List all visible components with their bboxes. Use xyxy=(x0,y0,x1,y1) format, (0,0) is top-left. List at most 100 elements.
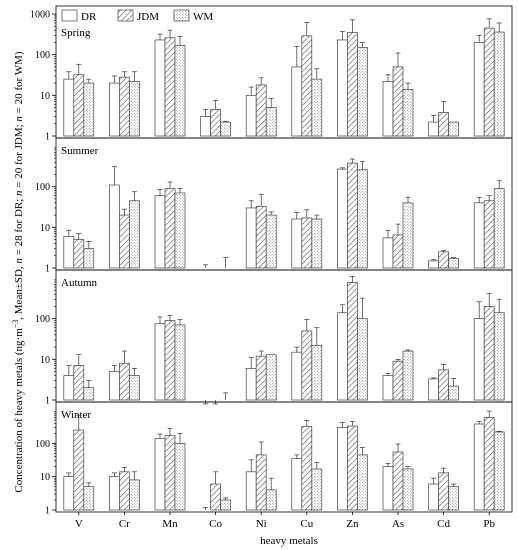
y-tick-label: 100 xyxy=(35,314,50,325)
bar-jdm-cr xyxy=(119,214,130,269)
season-label: Autumn xyxy=(61,277,98,289)
x-tick-label-ni: Ni xyxy=(256,518,267,530)
bar-jdm-zn xyxy=(347,282,358,401)
bar-wm-as xyxy=(402,468,414,511)
bar-dr-mn xyxy=(154,438,166,511)
bar-jdm-mn xyxy=(164,37,176,137)
x-axis-title: heavy metals xyxy=(260,535,318,547)
y-tick-label: 10 xyxy=(40,223,50,234)
bar-dr-zn xyxy=(337,168,348,269)
panel-summer: 1 10 100 Summer xyxy=(35,137,513,275)
bar-wm-mn xyxy=(174,324,186,401)
bar-dr-cr xyxy=(109,82,120,137)
bar-dr-cu xyxy=(291,458,303,511)
bar-jdm-cu xyxy=(301,330,313,401)
season-label: Summer xyxy=(61,145,99,157)
bar-dr-cu xyxy=(291,351,303,401)
bar-wm-cr xyxy=(129,81,140,137)
bar-dr-ni xyxy=(245,207,257,269)
bar-jdm-zn xyxy=(347,32,358,137)
bar-wm-ni xyxy=(265,354,277,401)
bar-dr-cr xyxy=(109,371,120,401)
y-tick-label: 10 xyxy=(40,472,50,483)
bar-wm-pb xyxy=(493,431,505,511)
bar-wm-ni xyxy=(265,489,277,511)
bar-jdm-mn xyxy=(164,320,176,401)
bar-jdm-ni xyxy=(255,205,267,269)
bar-wm-cu xyxy=(311,218,323,269)
y-tick-label: 100 xyxy=(35,50,50,61)
bar-dr-mn xyxy=(154,39,166,137)
bar-jdm-cr xyxy=(119,76,130,137)
bar-wm-pb xyxy=(493,312,505,401)
bar-wm-cu xyxy=(311,78,323,137)
panel-frame xyxy=(55,401,513,513)
x-tick-label-mn: Mn xyxy=(162,518,178,530)
bar-dr-v xyxy=(63,476,75,511)
y-tick-label: 1 xyxy=(45,264,50,275)
y-tick-label: 1 xyxy=(45,506,50,517)
bar-wm-pb xyxy=(493,188,505,269)
bar-jdm-mn xyxy=(164,435,176,511)
bar-dr-ni xyxy=(245,471,257,511)
bar-dr-cr xyxy=(109,184,120,269)
x-tick-label-cu: Cu xyxy=(300,518,313,530)
bar-jdm-ni xyxy=(255,454,267,511)
bar-jdm-as xyxy=(392,360,404,401)
y-tick-label: 10 xyxy=(40,91,50,102)
legend: DR JDM WM xyxy=(61,9,213,23)
bar-wm-v xyxy=(83,387,95,401)
bar-dr-cd xyxy=(428,260,439,269)
bar-wm-cu xyxy=(311,345,323,401)
x-tick-label-zn: Zn xyxy=(346,518,359,530)
bar-wm-v xyxy=(83,248,95,269)
panel-autumn: 1 10 100 Autumn xyxy=(35,269,513,407)
bar-wm-cd xyxy=(448,258,459,269)
bar-jdm-pb xyxy=(483,306,495,401)
bar-jdm-cu xyxy=(301,35,313,137)
bar-jdm-v xyxy=(73,429,85,511)
bar-jdm-as xyxy=(392,234,404,269)
bar-jdm-as xyxy=(392,66,404,137)
bar-wm-cu xyxy=(311,468,323,511)
x-axis: V Cr Mn Co Ni Cu Zn As Cd Pb xyxy=(75,512,496,530)
legend-swatch-wm xyxy=(173,9,190,22)
bar-jdm-co xyxy=(210,109,221,137)
bar-wm-mn xyxy=(174,192,186,269)
legend-swatch-dr xyxy=(61,9,78,22)
bar-jdm-pb xyxy=(483,417,495,511)
bar-jdm-ni xyxy=(255,355,267,401)
x-tick-label-co: Co xyxy=(209,518,222,530)
bar-wm-ni xyxy=(265,107,277,137)
legend-swatch-jdm xyxy=(117,9,134,22)
bar-jdm-co xyxy=(210,483,221,511)
bar-jdm-v xyxy=(73,74,85,137)
bar-wm-v xyxy=(83,82,95,137)
x-tick-label-cd: Cd xyxy=(437,518,450,530)
bar-wm-as xyxy=(402,89,414,137)
bar-jdm-ni xyxy=(255,84,267,137)
bar-dr-zn xyxy=(337,312,348,401)
bar-jdm-zn xyxy=(347,425,358,511)
panels-group: 1 10 100 1000 Spring 1 10 100 Summer 1 10 100 Autumn… xyxy=(30,5,513,517)
bar-dr-co xyxy=(200,116,211,137)
x-tick-label-v: V xyxy=(75,518,83,530)
y-tick-label: 1 xyxy=(45,132,50,143)
bar-jdm-pb xyxy=(483,200,495,269)
x-tick-label-cr: Cr xyxy=(119,518,130,530)
y-tick-label: 1000 xyxy=(30,10,50,21)
bar-wm-zn xyxy=(357,169,368,269)
legend-label-dr: DR xyxy=(81,11,97,23)
bar-dr-ni xyxy=(245,368,257,401)
legend-label-jdm: JDM xyxy=(137,11,159,23)
bar-jdm-pb xyxy=(483,27,495,137)
bar-jdm-cu xyxy=(301,217,313,269)
bar-jdm-cu xyxy=(301,426,313,511)
bar-jdm-v xyxy=(73,365,85,401)
bar-dr-as xyxy=(382,466,394,511)
bar-wm-as xyxy=(402,350,414,401)
legend-label-wm: WM xyxy=(193,11,213,23)
bar-dr-pb xyxy=(473,202,485,269)
bar-dr-cr xyxy=(109,476,120,511)
bar-dr-cu xyxy=(291,218,303,269)
